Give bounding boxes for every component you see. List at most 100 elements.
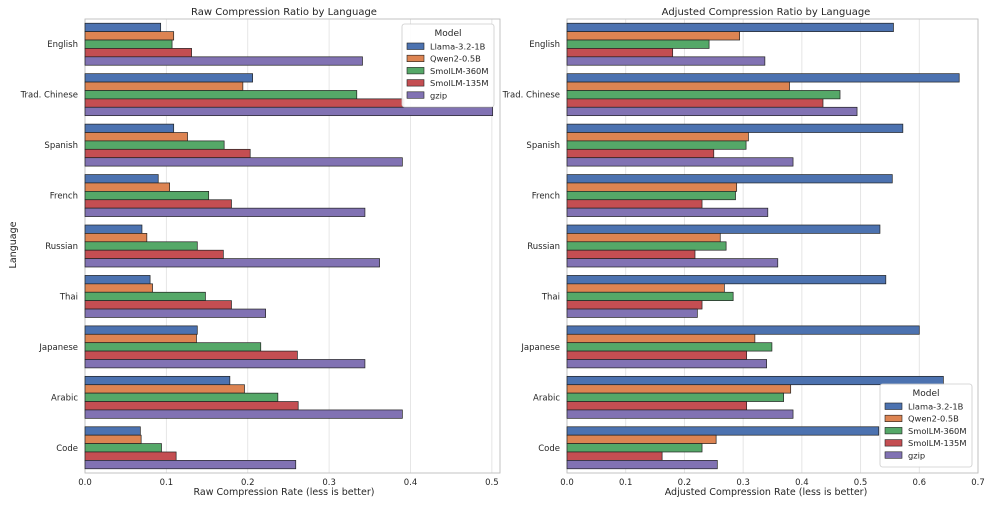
bar-llama-3-2-1b-thai <box>84 275 151 285</box>
bar-qwen2-0-5b-french <box>566 182 738 192</box>
y-tick-label: Japanese <box>38 343 78 353</box>
y-tick-label: French <box>532 192 560 202</box>
bar-llama-3-2-1b-spanish <box>84 123 175 133</box>
figure-ylabel: Language <box>8 221 19 268</box>
legend-entry: Llama-3.2-1B <box>430 42 486 52</box>
bar-smollm-360m-spanish <box>84 140 225 150</box>
y-tick-label: Russian <box>527 242 560 252</box>
bar-gzip-arabic <box>566 409 794 419</box>
y-tick-label: Arabic <box>51 393 78 403</box>
x-tick-label: 0.4 <box>404 478 418 488</box>
y-tick-label: Code <box>538 444 560 454</box>
legend-entry: SmolLM-360M <box>430 66 489 76</box>
bar-qwen2-0-5b-spanish <box>566 132 749 142</box>
bar-qwen2-0-5b-thai <box>84 283 153 293</box>
x-tick-label: 0.1 <box>619 478 633 488</box>
legend-swatch <box>406 42 425 50</box>
bar-gzip-japanese <box>84 359 366 369</box>
bar-gzip-trad-chinese <box>566 106 858 117</box>
legend-box <box>401 23 495 108</box>
y-tick-label: Spanish <box>526 141 560 151</box>
legend-swatch <box>884 414 903 423</box>
x-tick-label: 0.7 <box>971 478 985 488</box>
bar-qwen2-0-5b-english <box>84 31 175 41</box>
bar-smollm-360m-french <box>84 191 210 201</box>
bar-smollm-360m-code <box>566 443 703 453</box>
bar-qwen2-0-5b-trad-chinese <box>84 81 244 91</box>
x-tick-label: 0.0 <box>78 478 92 488</box>
x-tick-label: 0.2 <box>678 478 692 488</box>
bar-llama-3-2-1b-code <box>84 426 141 436</box>
bar-qwen2-0-5b-russian <box>84 233 148 243</box>
y-tick-label: Spanish <box>44 141 78 151</box>
bars-right <box>566 22 960 470</box>
x-tick-label: 0.6 <box>913 478 927 488</box>
bar-qwen2-0-5b-code <box>84 434 142 444</box>
y-tick-label: English <box>529 40 560 50</box>
x-tick-label: 0.2 <box>241 478 255 488</box>
legend-swatch <box>406 91 425 99</box>
legend-swatch <box>884 439 903 447</box>
legend-box <box>879 383 973 468</box>
x-tick-label: 0.5 <box>854 478 868 488</box>
bar-qwen2-0-5b-code <box>566 434 717 444</box>
bar-smollm-135m-trad-chinese <box>566 98 824 108</box>
yticks-left: English Trad. Chinese Spanish French Russian… <box>20 40 79 454</box>
bar-smollm-135m-russian <box>566 249 696 259</box>
bar-gzip-thai <box>566 308 698 318</box>
bar-smollm-360m-spanish <box>566 140 747 150</box>
bar-smollm-360m-japanese <box>84 342 262 352</box>
bar-smollm-135m-code <box>566 451 663 461</box>
bar-smollm-360m-japanese <box>566 342 773 352</box>
y-tick-label: Code <box>56 444 78 454</box>
legend-swatch <box>406 67 425 75</box>
y-tick-label: French <box>50 192 78 202</box>
bar-smollm-135m-russian <box>84 249 224 259</box>
bar-gzip-thai <box>84 308 266 318</box>
y-tick-label: Trad. Chinese <box>20 91 78 101</box>
bar-gzip-spanish <box>566 157 794 167</box>
bar-smollm-360m-trad-chinese <box>84 90 358 100</box>
bar-llama-3-2-1b-spanish <box>566 123 904 133</box>
bar-gzip-french <box>84 207 366 217</box>
legend-right: Model Llama-3.2-1B Qwen2-0.5B SmolLM-360M Sm… <box>879 383 973 468</box>
legend-entry: Qwen2-0.5B <box>430 54 481 64</box>
legend-entry: Llama-3.2-1B <box>908 402 964 412</box>
yticks-right: English Trad. Chinese Spanish French Russian… <box>502 40 561 454</box>
bar-smollm-135m-japanese <box>84 350 298 360</box>
y-tick-label: Thai <box>541 292 560 302</box>
bar-smollm-135m-trad-chinese <box>84 98 405 108</box>
bar-smollm-135m-japanese <box>566 350 748 360</box>
x-tick-label: 0.0 <box>560 478 574 488</box>
bar-gzip-japanese <box>566 359 767 369</box>
bar-gzip-russian <box>84 258 380 268</box>
bar-llama-3-2-1b-trad-chinese <box>566 73 960 83</box>
bar-qwen2-0-5b-russian <box>566 233 721 243</box>
bar-llama-3-2-1b-french <box>566 174 893 184</box>
legend-swatch <box>884 427 903 435</box>
x-tick-label: 0.5 <box>485 478 499 488</box>
bar-smollm-360m-english <box>84 39 173 49</box>
bar-qwen2-0-5b-arabic <box>566 384 792 394</box>
legend-entry: gzip <box>430 90 447 100</box>
bar-smollm-360m-trad-chinese <box>566 90 841 100</box>
bar-qwen2-0-5b-arabic <box>84 384 245 394</box>
bar-qwen2-0-5b-japanese <box>84 333 197 344</box>
x-tick-label: 0.3 <box>322 478 336 488</box>
bar-llama-3-2-1b-arabic <box>84 375 231 386</box>
bar-smollm-135m-arabic <box>84 401 299 411</box>
bar-llama-3-2-1b-russian <box>84 224 143 234</box>
bar-gzip-french <box>566 207 769 217</box>
bar-llama-3-2-1b-trad-chinese <box>84 73 253 83</box>
x-tick-label: 0.1 <box>160 478 174 488</box>
bar-smollm-360m-thai <box>84 291 206 301</box>
chart-title-left: Raw Compression Ratio by Language <box>191 7 377 18</box>
x-axis-label-left: Raw Compression Rate (less is better) <box>194 487 375 498</box>
legend-entry: gzip <box>908 450 925 460</box>
bar-gzip-russian <box>566 258 779 268</box>
bar-qwen2-0-5b-spanish <box>84 132 188 142</box>
legend-swatch <box>884 402 903 410</box>
bar-smollm-135m-english <box>84 48 192 58</box>
legend-entry: Qwen2-0.5B <box>908 414 959 424</box>
